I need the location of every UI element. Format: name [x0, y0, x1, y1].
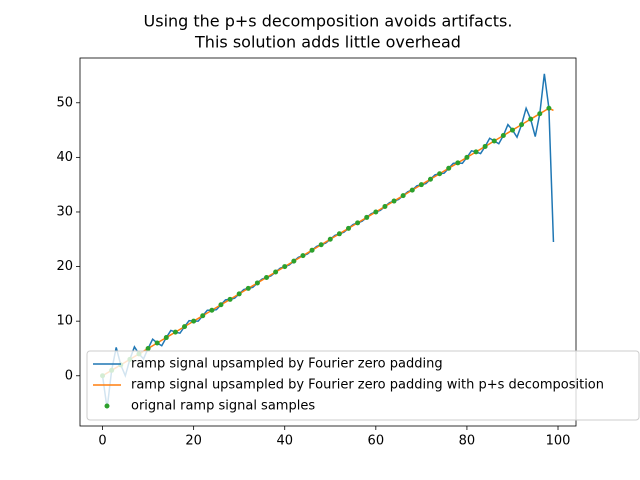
data-point — [364, 214, 370, 220]
data-point — [546, 105, 552, 111]
data-point — [309, 247, 315, 253]
data-point — [400, 193, 406, 199]
x-tick-label: 60 — [368, 434, 385, 449]
data-point — [355, 220, 361, 226]
y-tick-label: 0 — [65, 368, 73, 383]
data-point — [345, 225, 351, 231]
data-point — [273, 269, 279, 275]
data-point — [200, 313, 206, 319]
data-point — [163, 335, 169, 341]
data-point — [209, 307, 215, 313]
data-point — [318, 242, 324, 248]
data-point — [509, 127, 515, 133]
legend-label: ramp signal upsampled by Fourier zero pa… — [131, 357, 443, 372]
x-tick-label: 80 — [459, 434, 476, 449]
data-point — [482, 143, 488, 149]
legend-label: ramp signal upsampled by Fourier zero pa… — [131, 378, 604, 393]
y-tick-label: 50 — [56, 95, 73, 110]
data-point — [391, 198, 397, 204]
data-point — [446, 165, 452, 171]
data-point — [254, 280, 260, 286]
data-point — [236, 291, 242, 297]
data-point — [336, 231, 342, 237]
x-tick-label: 0 — [98, 434, 106, 449]
data-point — [427, 176, 433, 182]
data-point — [227, 296, 233, 302]
data-point — [455, 160, 461, 166]
legend-label: orignal ramp signal samples — [131, 399, 315, 414]
series-line — [102, 107, 554, 377]
x-tick-label: 40 — [276, 434, 293, 449]
data-point — [327, 236, 333, 242]
data-point — [491, 138, 497, 144]
data-point — [418, 182, 424, 188]
data-point — [537, 111, 543, 117]
y-tick-label: 10 — [56, 314, 73, 329]
y-tick-label: 20 — [56, 259, 73, 274]
data-point — [473, 149, 479, 155]
y-tick-label: 30 — [56, 204, 73, 219]
data-point — [154, 340, 160, 346]
data-point — [245, 285, 251, 291]
legend-box — [86, 350, 640, 421]
x-tick-label: 20 — [185, 434, 202, 449]
data-point — [291, 258, 297, 264]
data-point — [191, 318, 197, 324]
data-point — [500, 133, 506, 139]
data-point — [519, 122, 525, 128]
data-point — [437, 171, 443, 177]
plot-frame — [79, 57, 577, 427]
data-point — [300, 253, 306, 259]
chart-title: This solution adds little overhead — [194, 33, 461, 52]
data-point — [182, 324, 188, 330]
y-tick-label: 40 — [56, 150, 73, 165]
legend-marker — [104, 403, 110, 409]
data-point — [172, 329, 178, 335]
data-point — [145, 345, 151, 351]
data-point — [264, 274, 270, 280]
data-point — [464, 154, 470, 160]
data-point — [373, 209, 379, 215]
chart-title: Using the p+s decomposition avoids artif… — [144, 12, 513, 31]
data-point — [218, 302, 224, 308]
data-point — [409, 187, 415, 193]
data-point — [382, 204, 388, 210]
x-tick-label: 100 — [546, 434, 571, 449]
data-point — [528, 116, 534, 122]
data-point — [282, 264, 288, 270]
